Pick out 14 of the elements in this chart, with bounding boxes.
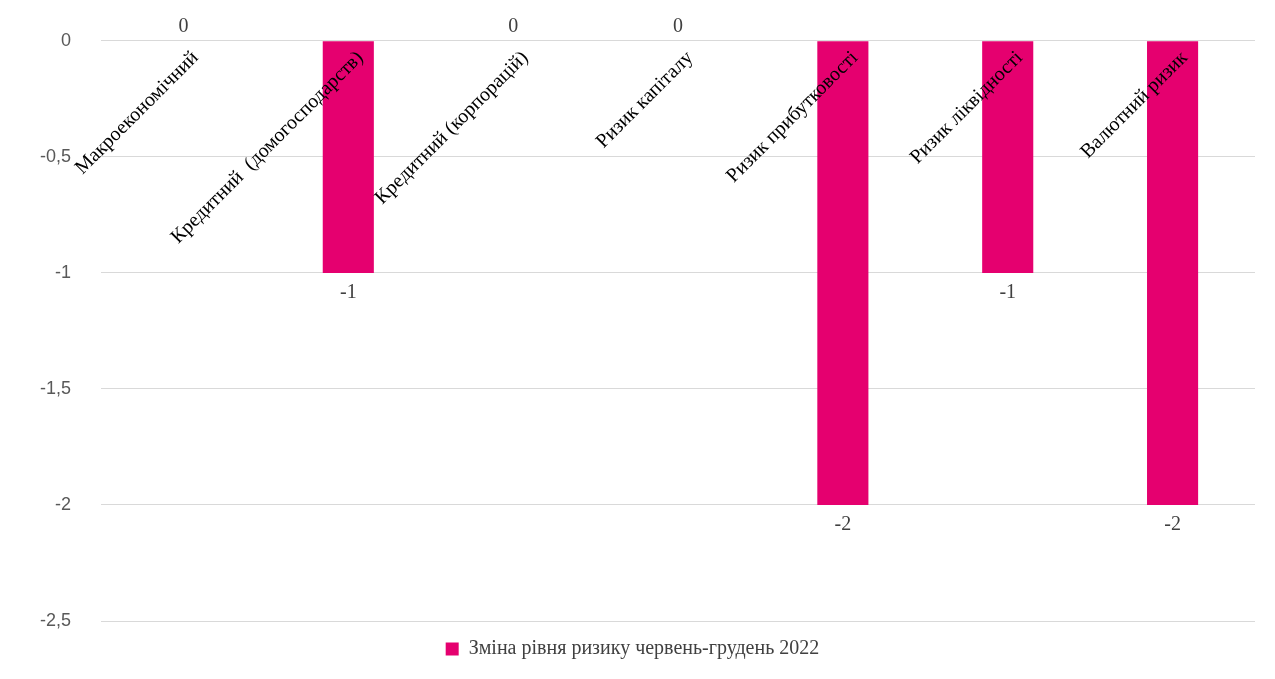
- data-label: -1: [339, 280, 357, 303]
- data-label: 0: [178, 14, 189, 37]
- y-tick-label: -0,5: [39, 145, 72, 166]
- legend-label: Зміна рівня ризику червень-грудень 2022: [468, 636, 820, 660]
- y-tick-label: -1: [55, 261, 72, 282]
- data-label: -1: [999, 280, 1017, 303]
- data-label: 0: [673, 14, 684, 37]
- y-tick-label: 0: [61, 29, 72, 50]
- y-tick-label: -1,5: [39, 377, 72, 398]
- data-label: -2: [1164, 512, 1181, 535]
- y-tick-label: -2: [55, 493, 72, 514]
- data-label: -2: [834, 512, 852, 535]
- y-tick-label: -2,5: [39, 609, 72, 630]
- data-label: 0: [508, 14, 519, 37]
